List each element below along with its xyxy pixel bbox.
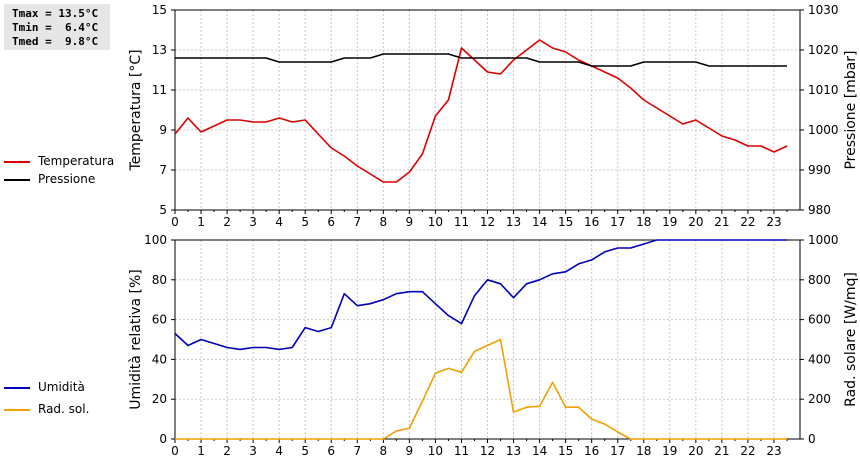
x-tick-label: 4: [275, 444, 283, 458]
y2-axis-title: Pressione [mbar]: [843, 50, 859, 169]
series-line-rad-sol: [175, 338, 787, 440]
legend-item-rad-sol: Rad. sol.: [4, 402, 134, 424]
y-tick-label: 20: [152, 392, 167, 406]
y2-tick-label: 800: [808, 273, 831, 287]
x-tick-label: 8: [380, 215, 388, 229]
y-tick-label: 11: [152, 83, 167, 97]
legend-swatch: [4, 179, 30, 181]
y-tick-label: 60: [152, 313, 167, 327]
x-tick-label: 14: [532, 444, 547, 458]
legend-label: Umidità: [38, 380, 85, 394]
x-tick-label: 23: [766, 444, 781, 458]
x-tick-label: 9: [406, 215, 414, 229]
y2-tick-label: 600: [808, 313, 831, 327]
x-tick-label: 15: [558, 215, 573, 229]
y2-tick-label: 1020: [808, 43, 839, 57]
x-tick-label: 5: [301, 215, 309, 229]
x-tick-label: 23: [766, 215, 781, 229]
stats-box: Tmax = 13.5°C Tmin = 6.4°C Tmed = 9.8°C: [4, 4, 110, 50]
stat-tmin: Tmin = 6.4°C: [12, 21, 99, 34]
x-tick-label: 21: [714, 215, 729, 229]
x-tick-label: 22: [740, 444, 755, 458]
x-tick-label: 12: [480, 444, 495, 458]
legend-label: Rad. sol.: [38, 402, 90, 416]
y2-tick-label: 990: [808, 163, 831, 177]
x-tick-label: 8: [380, 444, 388, 458]
stat-tmax: Tmax = 13.5°C: [12, 7, 99, 20]
x-tick-label: 7: [353, 215, 361, 229]
stat-tmed: Tmed = 9.8°C: [12, 35, 99, 48]
y-tick-label: 100: [144, 233, 167, 247]
legend-label: Pressione: [38, 172, 96, 186]
legend-item-pressione: Pressione: [4, 172, 134, 190]
legend-top: Temperatura Pressione: [4, 154, 134, 190]
x-tick-label: 19: [662, 215, 677, 229]
legend-item-umidita: Umidità: [4, 380, 134, 402]
y2-tick-label: 1000: [808, 233, 839, 247]
x-tick-label: 20: [688, 215, 703, 229]
series-line-umidit: [174, 239, 787, 351]
x-tick-label: 14: [532, 215, 547, 229]
x-tick-label: 18: [636, 444, 651, 458]
x-tick-label: 2: [223, 215, 231, 229]
x-tick-label: 13: [506, 215, 521, 229]
x-tick-label: 16: [584, 444, 599, 458]
legend-label: Temperatura: [38, 154, 115, 168]
legend-swatch: [4, 161, 30, 163]
y2-tick-label: 400: [808, 352, 831, 366]
y2-tick-label: 1000: [808, 123, 839, 137]
x-tick-label: 17: [610, 215, 625, 229]
y-tick-label: 0: [159, 432, 167, 446]
x-tick-label: 0: [171, 215, 179, 229]
y2-tick-label: 980: [808, 203, 831, 217]
x-tick-label: 0: [171, 444, 179, 458]
x-tick-label: 7: [353, 444, 361, 458]
x-tick-label: 16: [584, 215, 599, 229]
legend-item-temperatura: Temperatura: [4, 154, 134, 172]
x-tick-label: 3: [249, 444, 257, 458]
y-axis-title: Temperatura [°C]: [128, 49, 144, 171]
y2-tick-label: 1030: [808, 3, 839, 17]
x-tick-label: 11: [454, 444, 469, 458]
x-tick-label: 11: [454, 215, 469, 229]
legend-swatch: [4, 387, 30, 389]
y-tick-label: 15: [152, 3, 167, 17]
y2-axis-title: Rad. solare [W/mq]: [843, 272, 859, 407]
x-tick-label: 12: [480, 215, 495, 229]
y-tick-label: 7: [159, 163, 167, 177]
y-tick-label: 9: [159, 123, 167, 137]
x-tick-label: 19: [662, 444, 677, 458]
x-tick-label: 10: [428, 444, 443, 458]
y-tick-label: 5: [159, 203, 167, 217]
x-tick-label: 15: [558, 444, 573, 458]
x-tick-label: 3: [249, 215, 257, 229]
legend-bottom: Umidità Rad. sol.: [4, 380, 134, 424]
x-tick-label: 10: [428, 215, 443, 229]
x-tick-label: 20: [688, 444, 703, 458]
legend-swatch: [4, 409, 30, 411]
y2-tick-label: 1010: [808, 83, 839, 97]
y-tick-label: 80: [152, 273, 167, 287]
x-tick-label: 18: [636, 215, 651, 229]
x-tick-label: 13: [506, 444, 521, 458]
x-tick-label: 21: [714, 444, 729, 458]
x-tick-label: 6: [327, 444, 335, 458]
y-tick-label: 13: [152, 43, 167, 57]
x-tick-label: 9: [406, 444, 414, 458]
y-axis-title: Umidità relativa [%]: [128, 269, 144, 410]
x-tick-label: 5: [301, 444, 309, 458]
y-tick-label: 40: [152, 352, 167, 366]
y2-tick-label: 200: [808, 392, 831, 406]
y2-tick-label: 0: [808, 432, 816, 446]
x-tick-label: 22: [740, 215, 755, 229]
x-tick-label: 4: [275, 215, 283, 229]
x-tick-label: 6: [327, 215, 335, 229]
series-line-temperatura: [174, 39, 788, 183]
x-tick-label: 2: [223, 444, 231, 458]
x-tick-label: 1: [197, 444, 205, 458]
x-tick-label: 17: [610, 444, 625, 458]
x-tick-label: 1: [197, 215, 205, 229]
series-line-pressione: [175, 53, 787, 67]
